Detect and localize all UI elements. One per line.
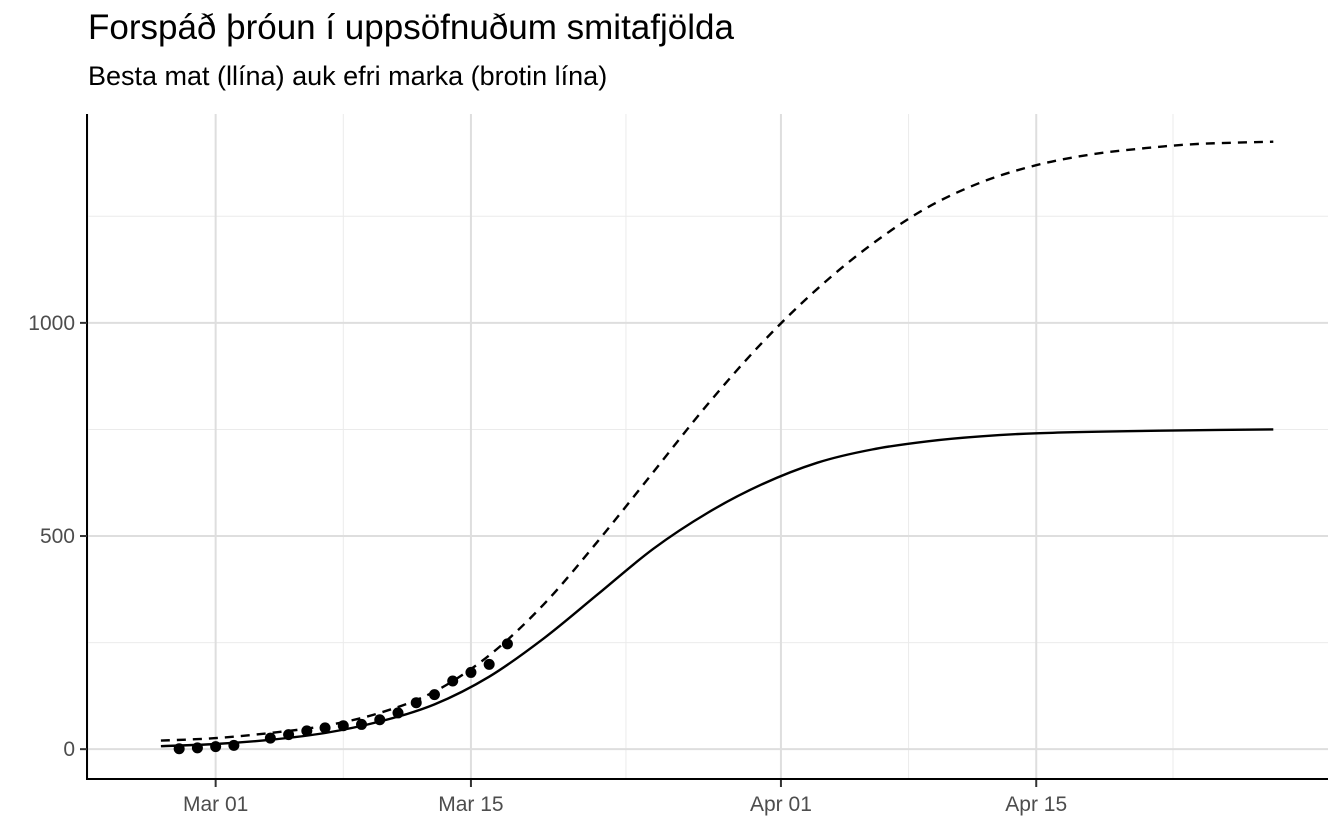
x-tick-label: Apr 15 xyxy=(1005,793,1067,816)
x-tick-label: Mar 01 xyxy=(183,793,248,816)
data-point xyxy=(483,658,495,670)
y-tick-label: 500 xyxy=(40,525,75,548)
y-tick-label: 1000 xyxy=(28,312,75,335)
data-point xyxy=(301,725,313,737)
data-point xyxy=(264,732,276,744)
data-point xyxy=(392,707,404,719)
axes xyxy=(86,114,1328,780)
data-point xyxy=(428,689,440,701)
chart-subtitle: Besta mat (llína) auk efri marka (brotin… xyxy=(88,61,608,91)
data-point xyxy=(210,741,222,753)
chart-title: Forspáð þróun í uppsöfnuðum smitafjölda xyxy=(88,8,734,47)
y-tick-label: 0 xyxy=(63,738,75,761)
grid-lines xyxy=(87,114,1328,779)
data-point xyxy=(173,743,185,755)
data-point xyxy=(319,722,331,734)
data-point xyxy=(356,718,368,730)
data-point xyxy=(374,714,386,726)
best-estimate-line xyxy=(160,428,1274,748)
data-point xyxy=(501,638,513,650)
x-tick-label: Apr 01 xyxy=(750,793,812,816)
data-point xyxy=(337,720,349,732)
data-point xyxy=(465,666,477,678)
series-layer xyxy=(160,140,1274,755)
data-point xyxy=(228,739,240,751)
data-point xyxy=(191,742,203,754)
x-tick-label: Mar 15 xyxy=(438,793,503,816)
tick-layer: 0 500 1000 Mar 01 Mar 15 Apr 01 Apr 15 xyxy=(28,312,1067,816)
data-point xyxy=(283,729,295,741)
upper-bound-line xyxy=(160,140,1274,742)
data-point xyxy=(447,675,459,687)
data-point xyxy=(410,697,422,709)
